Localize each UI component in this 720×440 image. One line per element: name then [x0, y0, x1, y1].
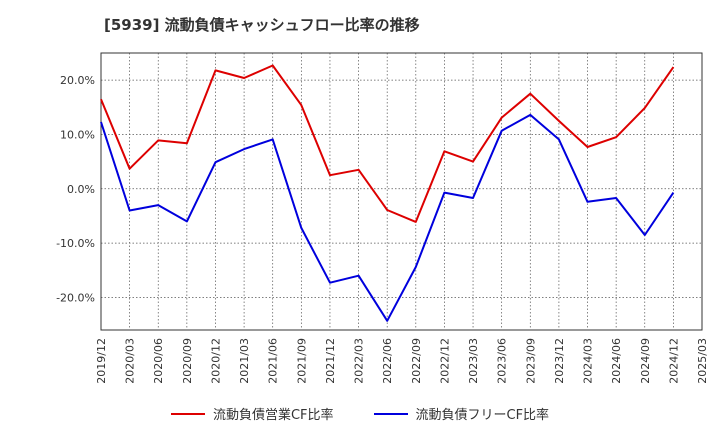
x-tick-label: 2019/12 [95, 338, 108, 384]
x-tick-label: 2023/06 [496, 338, 509, 384]
x-tick-label: 2022/09 [410, 338, 423, 384]
x-tick-label: 2020/06 [152, 338, 165, 384]
x-tick-label: 2024/09 [639, 338, 652, 384]
y-tick-label: 20.0% [60, 74, 95, 87]
legend-swatch-operating-cf [170, 412, 205, 415]
x-tick-label: 2024/06 [610, 338, 623, 384]
x-tick-label: 2023/09 [524, 338, 537, 384]
legend: 流動負債営業CF比率 流動負債フリーCF比率 [0, 404, 720, 423]
x-tick-label: 2022/03 [353, 338, 366, 384]
x-tick-label: 2020/09 [181, 338, 194, 384]
x-tick-label: 2021/06 [267, 338, 280, 384]
y-tick-label: -10.0% [56, 237, 95, 250]
x-tick-label: 2020/03 [124, 338, 137, 384]
x-tick-label: 2022/06 [381, 338, 394, 384]
x-tick-label: 2022/12 [438, 338, 451, 384]
plot-area [101, 53, 702, 330]
legend-label-operating-cf: 流動負債営業CF比率 [212, 408, 334, 423]
x-tick-label: 2025/03 [696, 338, 709, 384]
legend-item-free-cf: 流動負債フリーCF比率 [373, 404, 550, 423]
series-line-free-cf [100, 113, 675, 322]
y-tick-label: 10.0% [60, 128, 95, 141]
chart-title: [5939] 流動負債キャッシュフロー比率の推移 [104, 16, 420, 34]
x-tick-label: 2023/03 [467, 338, 480, 384]
x-tick-label: 2024/12 [667, 338, 680, 384]
legend-item-operating-cf: 流動負債営業CF比率 [170, 404, 334, 423]
series-line-operating-cf [100, 64, 675, 223]
x-tick-label: 2021/09 [295, 338, 308, 384]
y-tick-label: 0.0% [67, 183, 95, 196]
x-tick-label: 2023/12 [553, 338, 566, 384]
x-tick-label: 2021/03 [238, 338, 251, 384]
plot-border [100, 52, 703, 331]
y-tick-label: -20.0% [56, 291, 95, 304]
x-tick-label: 2021/12 [324, 338, 337, 384]
x-tick-label: 2020/12 [209, 338, 222, 384]
legend-swatch-free-cf [373, 412, 408, 415]
legend-label-free-cf: 流動負債フリーCF比率 [415, 408, 550, 423]
x-tick-label: 2024/03 [582, 338, 595, 384]
